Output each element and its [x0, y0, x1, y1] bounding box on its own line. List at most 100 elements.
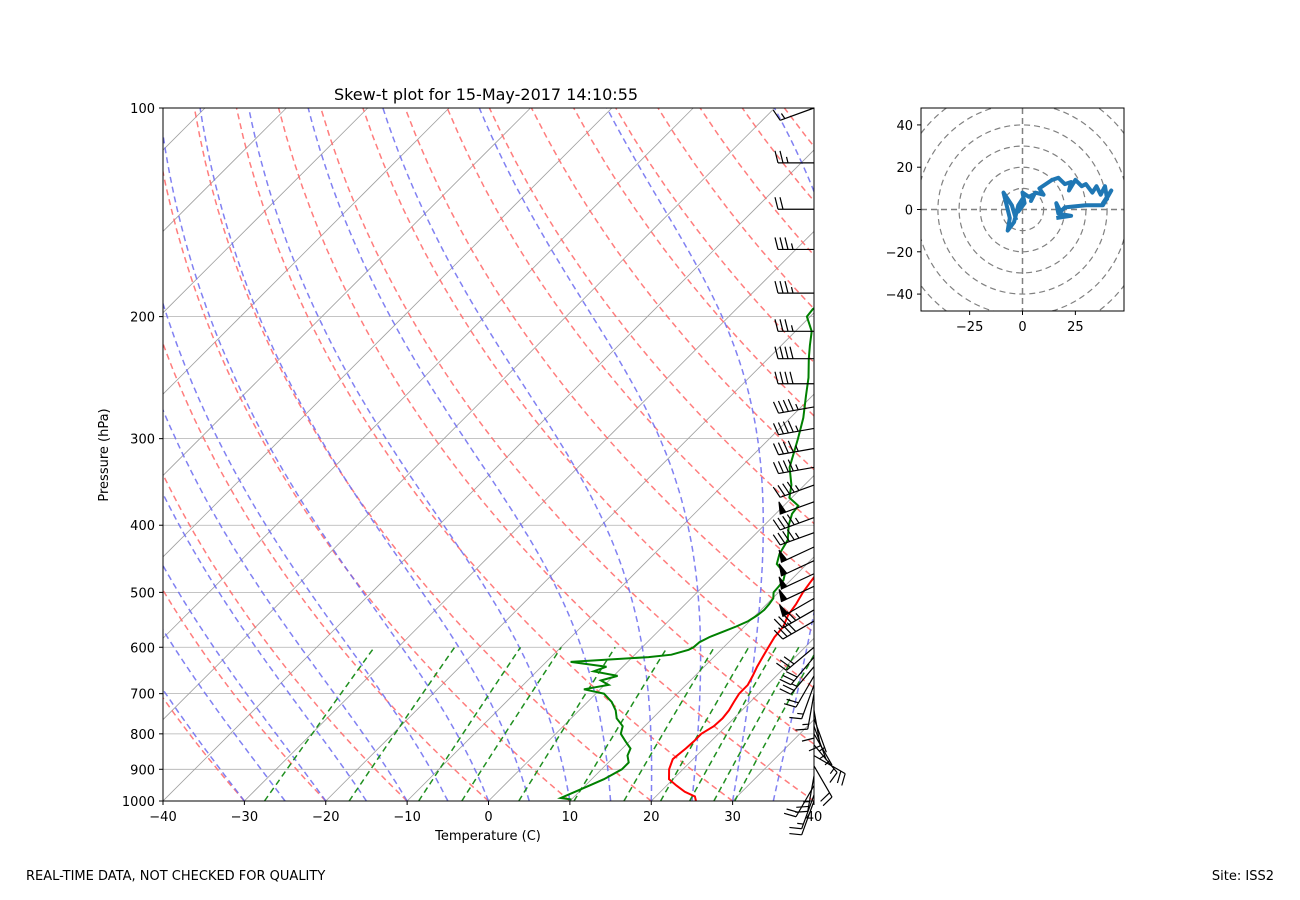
moist-adiabat — [478, 108, 702, 801]
wind-barb — [774, 281, 814, 294]
isotherm — [325, 312, 814, 801]
hodo-y-tick-label: 20 — [896, 161, 913, 176]
isotherm — [163, 108, 531, 477]
barb-feather — [774, 319, 779, 332]
wind-barb — [773, 609, 815, 629]
moist-adiabat — [772, 108, 814, 801]
dry-adiabat — [699, 108, 814, 257]
barb-feather — [782, 460, 789, 473]
barb-feather — [779, 319, 784, 332]
wind-barb — [813, 726, 827, 761]
skewt-plot: Skew-t plot for 15-May-2017 14:10:55 −40… — [97, 85, 846, 844]
dry-adiabat — [320, 108, 814, 746]
barb-feather — [782, 399, 789, 412]
hodo-y-tick-label: −40 — [886, 288, 913, 303]
barb-half-feather — [791, 683, 798, 688]
barb-feather — [786, 481, 795, 493]
barb-feather — [778, 616, 788, 626]
wind-barb — [774, 346, 814, 360]
mixing-ratio-line — [689, 646, 777, 801]
hodograph-plot: −25 0 25 40 20 0 −20 −40 — [886, 107, 1125, 335]
isotherm — [163, 108, 450, 395]
x-axis-label: Temperature (C) — [434, 829, 541, 844]
moist-adiabat — [247, 108, 571, 801]
wind-barb — [813, 755, 846, 786]
barb-feather — [779, 237, 784, 250]
wind-barb — [778, 546, 815, 563]
barb-half-feather — [790, 287, 794, 294]
barb-feather — [777, 461, 785, 473]
wind-barb — [778, 573, 815, 590]
barb-flag — [778, 549, 788, 563]
y-tick-label: 1000 — [122, 795, 155, 810]
isotherm — [163, 108, 369, 314]
x-tick-label: 0 — [484, 810, 492, 825]
barb-feather — [772, 534, 781, 546]
barb-flag — [778, 563, 788, 577]
barb-feather — [784, 319, 789, 332]
barb-feather — [782, 613, 792, 624]
wind-barb — [778, 585, 815, 603]
y-axis-label: Pressure (hPa) — [97, 408, 112, 501]
barb-shaft — [813, 744, 838, 773]
skewt-title: Skew-t plot for 15-May-2017 14:10:55 — [334, 85, 638, 104]
wind-barb — [813, 744, 838, 783]
dry-adiabat — [446, 108, 814, 579]
barb-feather — [774, 150, 779, 164]
barb-feather — [782, 684, 795, 691]
barb-feather — [777, 532, 786, 544]
barb-half-feather — [797, 822, 804, 825]
dry-adiabat — [163, 341, 490, 801]
dry-adiabat — [530, 108, 814, 471]
barb-feather — [778, 627, 788, 637]
wind-barb — [778, 597, 815, 618]
barb-half-feather — [795, 532, 800, 539]
barb-feather — [801, 737, 815, 742]
mixing-ratio-line — [348, 646, 456, 801]
barb-feather — [782, 421, 789, 434]
wind-barb — [772, 481, 815, 498]
hodo-y-tick-label: −20 — [886, 246, 913, 261]
x-tick-label: 40 — [806, 810, 823, 825]
barb-feather — [772, 486, 781, 498]
barb-flag — [778, 589, 788, 603]
x-tick-label: 10 — [562, 810, 579, 825]
wind-barb — [779, 666, 815, 695]
barb-feather — [772, 109, 781, 121]
y-tick-label: 600 — [130, 641, 155, 656]
dry-adiabat-lines — [163, 108, 814, 801]
barb-shaft — [813, 733, 833, 766]
barb-shaft — [779, 532, 815, 546]
barb-feather — [779, 688, 792, 695]
barb-flag — [778, 501, 787, 515]
y-tick-label: 100 — [130, 102, 155, 117]
barb-feather — [789, 371, 794, 384]
moist-adiabat — [163, 129, 490, 801]
x-tick-label: −10 — [393, 810, 420, 825]
barb-flag — [778, 576, 788, 590]
wind-barb — [773, 620, 815, 640]
barb-half-feather — [829, 768, 835, 775]
barb-shaft — [779, 484, 815, 498]
barb-feather — [782, 624, 792, 635]
moist-adiabat — [163, 492, 368, 801]
barb-half-feather — [795, 517, 800, 524]
wind-barb — [783, 675, 815, 708]
barb-feather — [786, 529, 795, 541]
barb-feather — [777, 485, 786, 496]
barb-feather — [785, 671, 798, 678]
barb-feather — [772, 401, 780, 414]
barb-shaft — [779, 107, 815, 121]
barb-flag — [778, 604, 789, 618]
wind-barb — [774, 371, 814, 385]
y-tick-label: 700 — [130, 688, 155, 703]
wind-barb — [774, 150, 814, 164]
wind-barb — [774, 197, 814, 210]
barb-shaft — [779, 517, 815, 531]
mixing-ratio-line — [418, 646, 522, 801]
y-tick-label: 500 — [130, 586, 155, 601]
barb-feather — [822, 796, 833, 807]
barb-shaft — [786, 646, 815, 671]
hodo-y-tick-label: 40 — [896, 119, 913, 134]
moist-adiabat-lines — [163, 108, 814, 801]
